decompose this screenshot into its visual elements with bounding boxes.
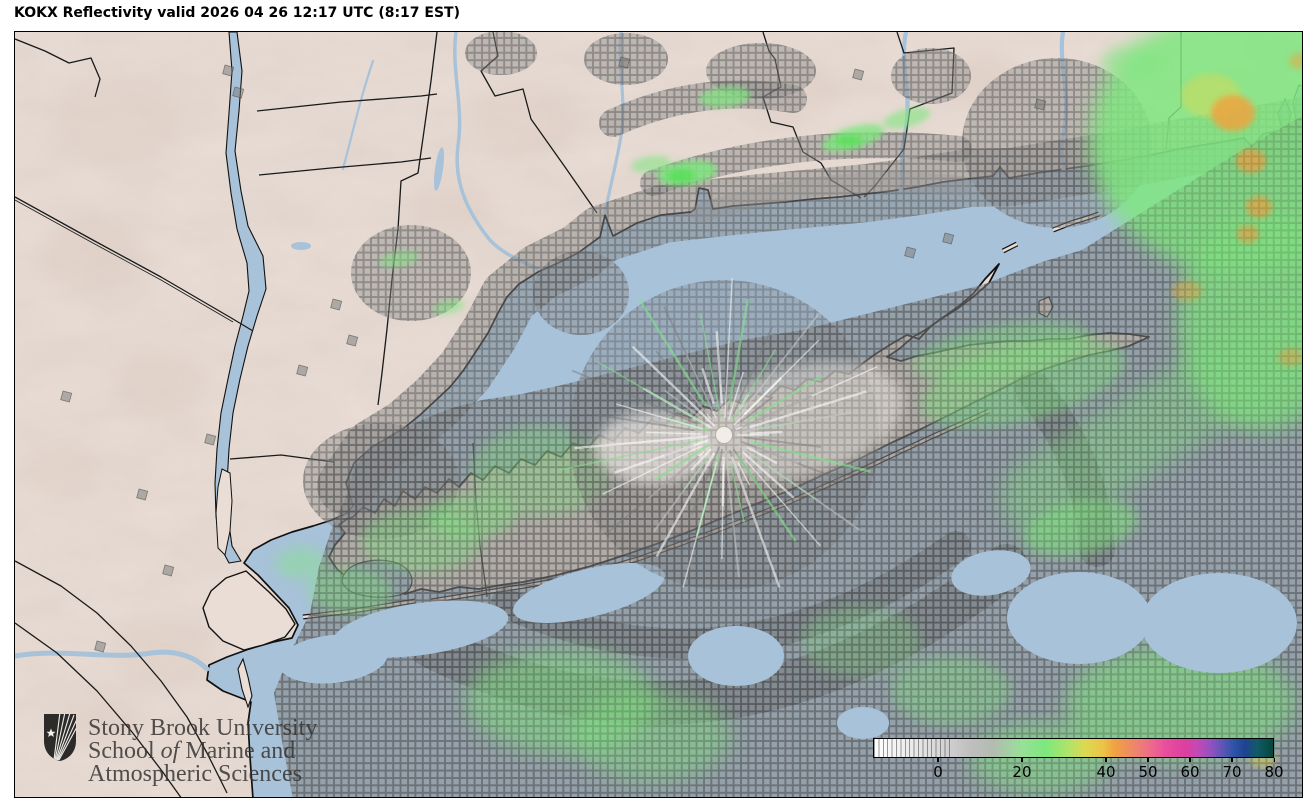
map-frame xyxy=(14,31,1303,798)
sbu-logo: Stony Brook University School of Marine … xyxy=(42,712,317,786)
colorbar-tick xyxy=(1147,758,1149,762)
putnam-line xyxy=(258,157,432,176)
hudson-river xyxy=(214,32,267,564)
sbu-shield-icon xyxy=(44,714,76,761)
ny-nj-border xyxy=(15,196,254,332)
logo-line-3: Atmospheric Sciences xyxy=(88,761,302,787)
star-icon xyxy=(46,728,56,737)
colorbar-tick xyxy=(937,758,939,762)
ny-ct-border xyxy=(377,32,438,406)
sandy-hook xyxy=(237,657,253,709)
logo-line-2: School of Marine and xyxy=(88,738,296,764)
staten-island xyxy=(202,570,296,651)
radar-map xyxy=(15,32,1302,797)
colorbar-tick-label: 80 xyxy=(1264,763,1284,781)
colorbar-gradient xyxy=(873,738,1274,758)
colorbar-tick-label: 50 xyxy=(1138,763,1158,781)
nj-county-line xyxy=(15,560,228,794)
candlewood-lake xyxy=(433,147,445,191)
clear-water-holes xyxy=(278,550,1297,739)
radar-center-rays xyxy=(558,278,878,588)
sbu-logo-text: Stony Brook University School of Marine … xyxy=(88,712,317,786)
colorbar-tick xyxy=(1021,758,1023,762)
scattered-tiles xyxy=(60,56,1047,653)
colorbar-tick-label: 40 xyxy=(1096,763,1116,781)
colorbar-tick xyxy=(1189,758,1191,762)
colorbar-tick-label: 70 xyxy=(1222,763,1242,781)
colorbar-hatch xyxy=(874,739,952,757)
colorbar-tick-label: 0 xyxy=(933,763,943,781)
lake xyxy=(291,242,311,250)
rockland-line xyxy=(15,38,101,98)
colorbar: 0 20 40 50 60 70 80 xyxy=(873,738,1284,781)
nj-county-line-2 xyxy=(15,622,182,797)
colorbar-tick-label: 20 xyxy=(1012,763,1032,781)
radar-site-dot xyxy=(715,426,733,444)
map-title: KOKX Reflectivity valid 2026 04 26 12:17… xyxy=(14,5,461,21)
colorbar-tick xyxy=(1105,758,1107,762)
near-radar-ring xyxy=(569,280,904,590)
reflectivity-overlay xyxy=(60,32,1302,797)
manhattan xyxy=(215,468,233,557)
colorbar-tick-label: 60 xyxy=(1180,763,1200,781)
colorbar-tick xyxy=(1273,758,1275,762)
logo-line-1: Stony Brook University xyxy=(88,715,318,741)
colorbar-tick xyxy=(1231,758,1233,762)
